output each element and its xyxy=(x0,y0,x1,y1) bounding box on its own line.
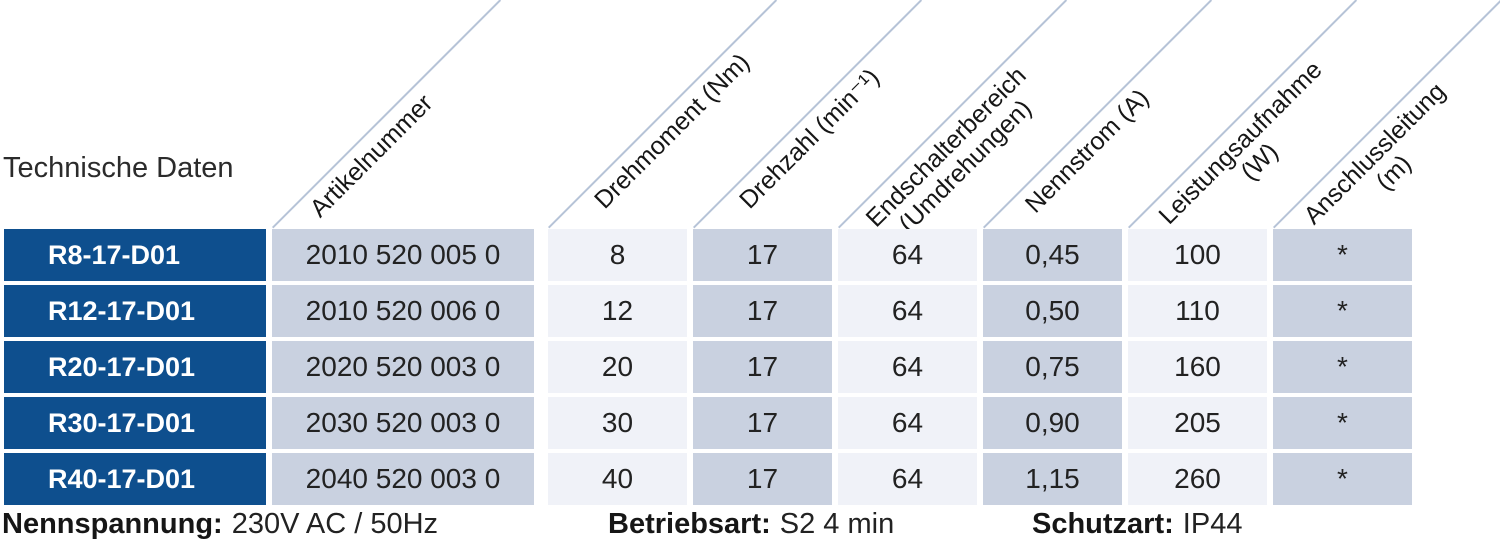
cell-drehmoment: 8 xyxy=(548,229,687,281)
cell-artikelnummer: 2010 520 006 0 xyxy=(272,285,534,337)
cell-endschalterbereich: 64 xyxy=(838,397,977,449)
model-cell: R20-17-D01 xyxy=(4,341,266,393)
cell-artikelnummer: 2010 520 005 0 xyxy=(272,229,534,281)
cell-anschlussleitung: * xyxy=(1273,285,1412,337)
table-row: R40-17-D01 2040 520 003 0 40 17 64 1,15 … xyxy=(4,453,1412,505)
cell-nennstrom: 0,75 xyxy=(983,341,1122,393)
cell-endschalterbereich: 64 xyxy=(838,229,977,281)
cell-leistungsaufnahme: 100 xyxy=(1128,229,1267,281)
cell-drehzahl: 17 xyxy=(693,285,832,337)
cell-endschalterbereich: 64 xyxy=(838,341,977,393)
cell-nennstrom: 0,45 xyxy=(983,229,1122,281)
cell-drehzahl: 17 xyxy=(693,341,832,393)
cell-drehzahl: 17 xyxy=(693,397,832,449)
cell-nennstrom: 0,50 xyxy=(983,285,1122,337)
cell-leistungsaufnahme: 110 xyxy=(1128,285,1267,337)
spec-betriebsart: Betriebsart: S2 4 min xyxy=(608,508,894,541)
spec-schutzart: Schutzart: IP44 xyxy=(1032,508,1242,541)
technical-data-table: R8-17-D01 2010 520 005 0 8 17 64 0,45 10… xyxy=(4,229,1412,509)
cell-artikelnummer: 2030 520 003 0 xyxy=(272,397,534,449)
cell-drehmoment: 40 xyxy=(548,453,687,505)
cell-anschlussleitung: * xyxy=(1273,397,1412,449)
model-cell: R30-17-D01 xyxy=(4,397,266,449)
spec-label: Nennspannung: xyxy=(2,508,223,540)
table-title: Technische Daten xyxy=(3,152,234,184)
table-row: R12-17-D01 2010 520 006 0 12 17 64 0,50 … xyxy=(4,285,1412,337)
column-header-label: Artikelnummer xyxy=(304,89,439,223)
cell-drehmoment: 30 xyxy=(548,397,687,449)
cell-nennstrom: 0,90 xyxy=(983,397,1122,449)
cell-leistungsaufnahme: 205 xyxy=(1128,397,1267,449)
footer-specs: Nennspannung: 230V AC / 50Hz Betriebsart:… xyxy=(0,508,1500,550)
cell-anschlussleitung: * xyxy=(1273,229,1412,281)
cell-anschlussleitung: * xyxy=(1273,453,1412,505)
spec-nennspannung: Nennspannung: 230V AC / 50Hz xyxy=(2,508,438,541)
table-row: R8-17-D01 2010 520 005 0 8 17 64 0,45 10… xyxy=(4,229,1412,281)
spec-value: IP44 xyxy=(1182,508,1243,540)
model-cell: R12-17-D01 xyxy=(4,285,266,337)
cell-endschalterbereich: 64 xyxy=(838,453,977,505)
cell-artikelnummer: 2020 520 003 0 xyxy=(272,341,534,393)
cell-nennstrom: 1,15 xyxy=(983,453,1122,505)
model-cell: R40-17-D01 xyxy=(4,453,266,505)
spec-label: Betriebsart: xyxy=(608,508,771,540)
cell-drehzahl: 17 xyxy=(693,453,832,505)
table-row: R30-17-D01 2030 520 003 0 30 17 64 0,90 … xyxy=(4,397,1412,449)
cell-anschlussleitung: * xyxy=(1273,341,1412,393)
spec-label: Schutzart: xyxy=(1032,508,1174,540)
cell-drehmoment: 12 xyxy=(548,285,687,337)
spec-value: S2 4 min xyxy=(779,508,895,540)
cell-drehmoment: 20 xyxy=(548,341,687,393)
cell-artikelnummer: 2040 520 003 0 xyxy=(272,453,534,505)
cell-drehzahl: 17 xyxy=(693,229,832,281)
cell-endschalterbereich: 64 xyxy=(838,285,977,337)
cell-leistungsaufnahme: 260 xyxy=(1128,453,1267,505)
model-cell: R8-17-D01 xyxy=(4,229,266,281)
table-row: R20-17-D01 2020 520 003 0 20 17 64 0,75 … xyxy=(4,341,1412,393)
spec-value: 230V AC / 50Hz xyxy=(231,508,439,540)
cell-leistungsaufnahme: 160 xyxy=(1128,341,1267,393)
